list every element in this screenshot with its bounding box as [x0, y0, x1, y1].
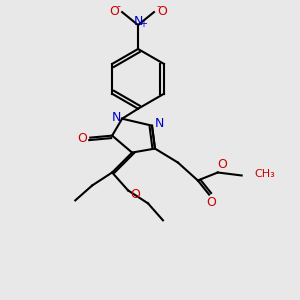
Text: -: - — [116, 1, 120, 11]
Text: N: N — [111, 111, 121, 124]
Text: CH₃: CH₃ — [255, 169, 275, 179]
Text: O: O — [217, 158, 227, 171]
Text: O: O — [109, 4, 119, 18]
Text: -: - — [156, 1, 160, 11]
Text: O: O — [130, 188, 140, 201]
Text: N: N — [134, 15, 143, 28]
Text: N: N — [154, 117, 164, 130]
Text: +: + — [139, 19, 147, 29]
Text: O: O — [206, 196, 216, 209]
Text: O: O — [157, 4, 167, 18]
Text: O: O — [77, 132, 87, 145]
